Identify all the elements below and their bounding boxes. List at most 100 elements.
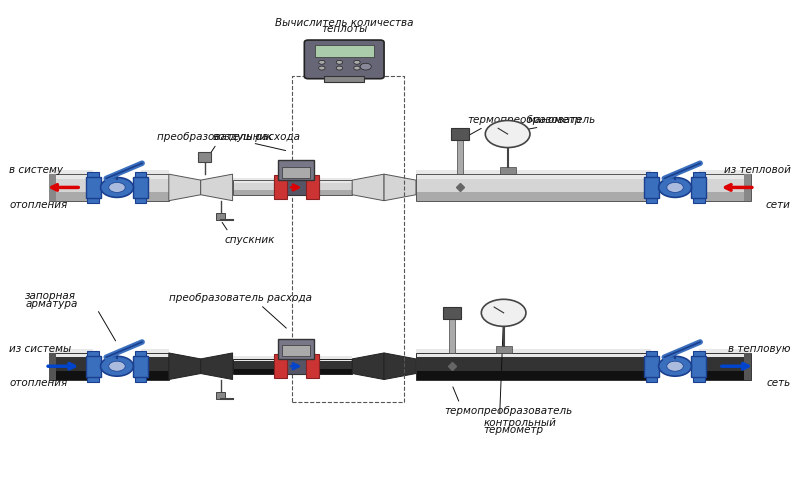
- FancyBboxPatch shape: [699, 357, 750, 375]
- FancyBboxPatch shape: [416, 348, 651, 357]
- Circle shape: [336, 66, 342, 70]
- FancyBboxPatch shape: [449, 319, 455, 353]
- Polygon shape: [384, 174, 416, 201]
- Polygon shape: [169, 174, 201, 201]
- FancyBboxPatch shape: [233, 356, 352, 362]
- Text: сеть: сеть: [766, 378, 790, 388]
- FancyBboxPatch shape: [282, 167, 310, 178]
- Polygon shape: [384, 353, 416, 380]
- Text: Вычислитель количества: Вычислитель количества: [275, 18, 414, 28]
- Text: из системы: из системы: [10, 344, 72, 354]
- FancyBboxPatch shape: [216, 392, 226, 399]
- FancyBboxPatch shape: [141, 170, 169, 178]
- FancyBboxPatch shape: [233, 362, 352, 371]
- Circle shape: [360, 63, 371, 70]
- FancyBboxPatch shape: [694, 172, 705, 203]
- FancyBboxPatch shape: [141, 371, 169, 380]
- FancyBboxPatch shape: [744, 174, 750, 201]
- Text: термопреобразователь: термопреобразователь: [444, 406, 572, 416]
- Circle shape: [101, 177, 134, 197]
- FancyBboxPatch shape: [50, 371, 93, 380]
- FancyBboxPatch shape: [416, 170, 651, 178]
- FancyBboxPatch shape: [50, 357, 93, 375]
- FancyBboxPatch shape: [644, 356, 658, 377]
- FancyBboxPatch shape: [216, 213, 226, 220]
- FancyBboxPatch shape: [233, 183, 352, 192]
- FancyBboxPatch shape: [134, 177, 148, 198]
- Circle shape: [318, 66, 325, 70]
- FancyBboxPatch shape: [306, 354, 318, 378]
- FancyBboxPatch shape: [198, 153, 211, 162]
- Polygon shape: [169, 353, 201, 380]
- Circle shape: [486, 121, 530, 148]
- FancyBboxPatch shape: [699, 192, 750, 201]
- FancyBboxPatch shape: [278, 160, 314, 180]
- Polygon shape: [201, 353, 233, 380]
- FancyBboxPatch shape: [87, 351, 98, 382]
- FancyBboxPatch shape: [646, 172, 657, 203]
- Text: спускник: спускник: [225, 235, 275, 244]
- FancyBboxPatch shape: [87, 172, 98, 203]
- Circle shape: [318, 60, 325, 64]
- FancyBboxPatch shape: [135, 172, 146, 203]
- Text: теплоты: теплоты: [321, 24, 367, 34]
- Text: из тепловой: из тепловой: [724, 165, 790, 175]
- Circle shape: [667, 182, 683, 192]
- FancyBboxPatch shape: [416, 178, 651, 196]
- FancyBboxPatch shape: [141, 357, 169, 375]
- FancyBboxPatch shape: [274, 359, 318, 374]
- FancyBboxPatch shape: [233, 190, 352, 195]
- FancyBboxPatch shape: [50, 174, 55, 201]
- Text: термопреобразователь: термопреобразователь: [468, 115, 596, 124]
- FancyBboxPatch shape: [274, 180, 318, 195]
- FancyBboxPatch shape: [50, 353, 55, 380]
- FancyBboxPatch shape: [443, 307, 461, 319]
- FancyBboxPatch shape: [646, 351, 657, 382]
- Circle shape: [658, 356, 691, 376]
- Polygon shape: [352, 174, 384, 201]
- Text: термометр: термометр: [484, 425, 544, 435]
- Text: арматура: арматура: [26, 299, 78, 309]
- Text: преобразователь расхода: преобразователь расхода: [157, 132, 300, 141]
- Circle shape: [354, 60, 360, 64]
- FancyBboxPatch shape: [141, 178, 169, 196]
- FancyBboxPatch shape: [691, 177, 706, 198]
- FancyBboxPatch shape: [699, 170, 750, 178]
- FancyBboxPatch shape: [699, 348, 750, 357]
- Text: отопления: отопления: [10, 378, 68, 388]
- FancyBboxPatch shape: [278, 339, 314, 359]
- FancyBboxPatch shape: [135, 351, 146, 382]
- Circle shape: [101, 356, 134, 376]
- Polygon shape: [352, 353, 384, 380]
- FancyBboxPatch shape: [744, 353, 750, 380]
- Circle shape: [482, 299, 526, 327]
- FancyBboxPatch shape: [274, 354, 286, 378]
- Circle shape: [109, 361, 126, 371]
- FancyBboxPatch shape: [699, 178, 750, 196]
- FancyBboxPatch shape: [141, 348, 169, 357]
- FancyBboxPatch shape: [50, 348, 93, 357]
- Polygon shape: [201, 174, 233, 201]
- FancyBboxPatch shape: [644, 177, 658, 198]
- Text: запорная: запорная: [26, 291, 76, 301]
- Circle shape: [658, 177, 691, 197]
- FancyBboxPatch shape: [50, 192, 93, 201]
- FancyBboxPatch shape: [141, 192, 169, 201]
- FancyBboxPatch shape: [314, 45, 374, 57]
- Text: в тепловую: в тепловую: [728, 344, 790, 354]
- Circle shape: [109, 182, 126, 192]
- FancyBboxPatch shape: [86, 177, 101, 198]
- FancyBboxPatch shape: [86, 356, 101, 377]
- FancyBboxPatch shape: [416, 357, 651, 375]
- Text: воздушник: воздушник: [213, 132, 273, 141]
- FancyBboxPatch shape: [699, 371, 750, 380]
- FancyBboxPatch shape: [457, 140, 463, 174]
- Text: отопления: отопления: [10, 200, 68, 209]
- FancyBboxPatch shape: [274, 175, 286, 199]
- FancyBboxPatch shape: [233, 178, 352, 183]
- Text: преобразователь расхода: преобразователь расхода: [169, 294, 312, 303]
- FancyBboxPatch shape: [134, 356, 148, 377]
- FancyBboxPatch shape: [500, 167, 515, 174]
- FancyBboxPatch shape: [50, 178, 93, 196]
- FancyBboxPatch shape: [233, 369, 352, 374]
